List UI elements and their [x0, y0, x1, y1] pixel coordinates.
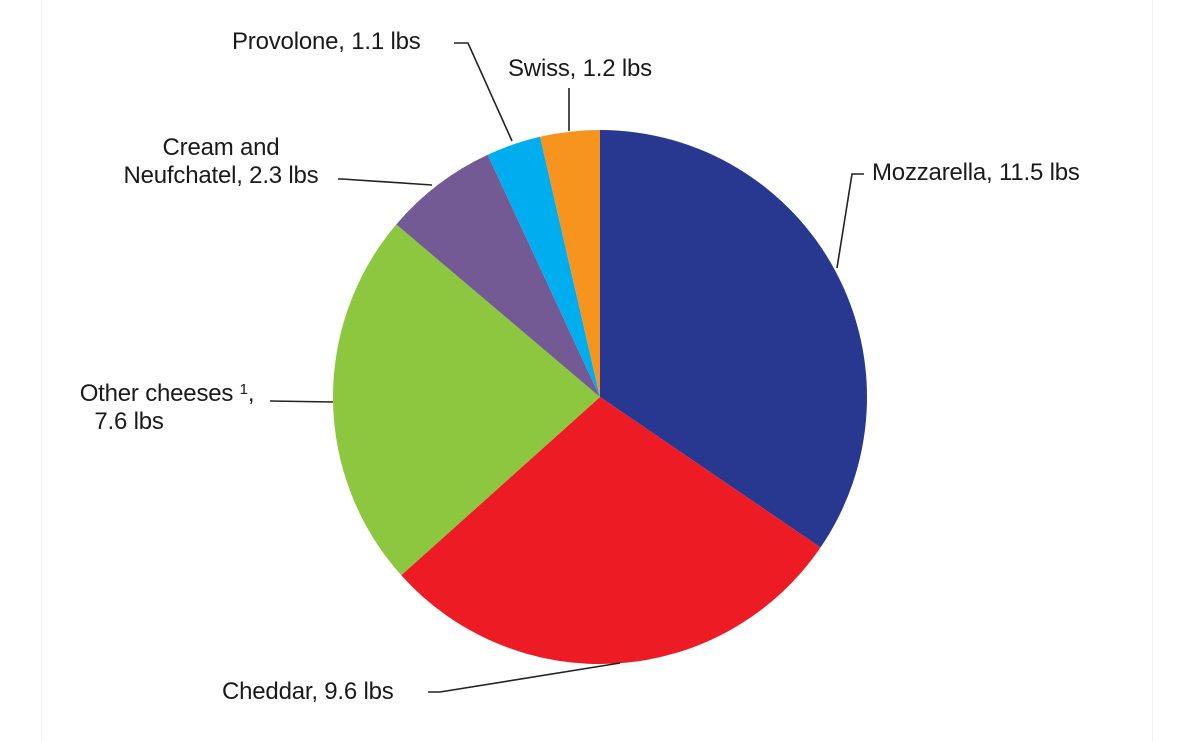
slice-other-cheeses — [332, 224, 600, 576]
label-other-line1: Other cheeses 1, — [62, 380, 272, 408]
label-other-line2: 7.6 lbs — [94, 408, 164, 435]
slice-cream-and-neufchatel — [396, 154, 600, 397]
slice-swiss — [540, 130, 600, 397]
leader-provolone — [454, 42, 513, 142]
label-cream-line1: Cream and — [162, 134, 280, 161]
leader-cheddar — [428, 662, 621, 693]
slice-cheddar — [401, 397, 821, 664]
leader-lines — [269, 42, 864, 693]
label-provolone: Provolone, 1.1 lbs — [232, 28, 421, 55]
leader-mozzarella — [836, 173, 864, 269]
label-other-cheeses: Other cheeses 1, 7.6 lbs — [62, 380, 272, 436]
label-mozzarella: Mozzarella, 11.5 lbs — [872, 159, 1080, 186]
leader-cream — [338, 178, 433, 186]
label-cream-line2: Neufchatel, 2.3 lbs — [123, 162, 319, 189]
slice-mozzarella — [600, 130, 867, 548]
label-swiss: Swiss, 1.2 lbs — [508, 55, 652, 82]
label-cream-neufchatel: Cream and Neufchatel, 2.3 lbs — [108, 134, 334, 190]
label-cheddar: Cheddar, 9.6 lbs — [222, 678, 394, 705]
pie-slices — [332, 130, 867, 664]
right-border — [1152, 0, 1153, 741]
slice-provolone — [487, 136, 600, 397]
left-border — [41, 0, 42, 741]
label-other-comma: , — [247, 380, 255, 407]
footnote-marker: 1 — [239, 381, 248, 398]
label-other-text: Other cheeses — [79, 380, 240, 407]
leader-other — [269, 400, 334, 403]
